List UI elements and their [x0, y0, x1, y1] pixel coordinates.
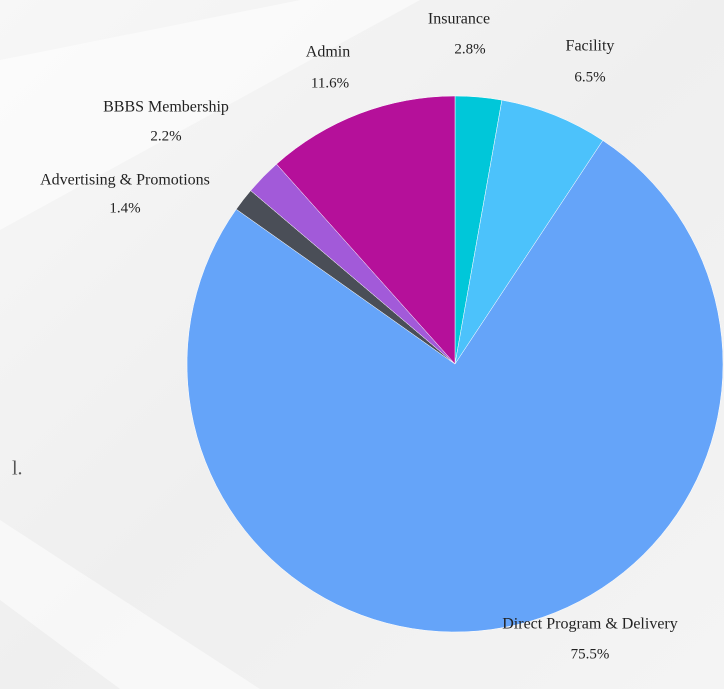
background-streak [0, 0, 420, 230]
slice-label: Facility [566, 38, 615, 55]
slice-value-label: 2.2% [150, 128, 181, 144]
background-streak [0, 520, 260, 689]
slice-value-label: 11.6% [311, 75, 349, 91]
slice-label: Insurance [428, 11, 490, 28]
slice-label: BBBS Membership [103, 99, 229, 116]
slice-value-label: 2.8% [454, 41, 485, 57]
pie-slice [454, 99, 604, 365]
pie-slice [276, 95, 456, 365]
slice-label: Admin [306, 44, 350, 61]
slice-value-label: 6.5% [574, 69, 605, 85]
slice-value-label: 1.4% [109, 200, 140, 216]
pie-slice [186, 140, 724, 633]
background-text: l. [12, 458, 23, 480]
slice-value-label: 75.5% [571, 646, 610, 662]
slice-label: Direct Program & Delivery [502, 616, 678, 633]
slice-label: Advertising & Promotions [40, 172, 210, 189]
